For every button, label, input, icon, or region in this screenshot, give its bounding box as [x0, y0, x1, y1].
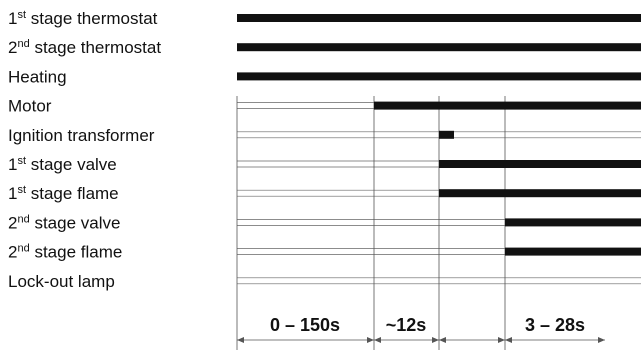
on-bar-t2: [237, 43, 641, 52]
arrowhead-right-3: [598, 337, 605, 343]
duration-arrows: [237, 337, 605, 343]
on-bar-v1: [439, 160, 641, 168]
signal-on-bars: [237, 14, 641, 256]
arrowhead-left-3: [505, 337, 512, 343]
arrowhead-left-2: [439, 337, 446, 343]
duration-label-2: 3 – 28s: [525, 315, 585, 335]
on-bar-f1: [439, 189, 641, 198]
signal-label-motor: Motor: [8, 97, 52, 116]
duration-label-1: ~12s: [386, 315, 427, 335]
signal-label-t2: 2nd stage thermostat: [8, 38, 161, 57]
signal-label-ignition: Ignition transformer: [8, 126, 155, 145]
duration-labels: 0 – 150s ~12s 3 – 28s: [270, 315, 585, 335]
arrowhead-right-0: [367, 337, 374, 343]
signal-label-lockout: Lock-out lamp: [8, 272, 115, 291]
on-bar-v2: [505, 218, 641, 227]
signal-label-heating: Heating: [8, 67, 67, 86]
signal-label-v2: 2nd stage valve: [8, 213, 120, 232]
arrowhead-left-0: [237, 337, 244, 343]
signal-label-t1: 1st stage thermostat: [8, 9, 158, 28]
on-bar-ignition: [439, 130, 454, 139]
on-bar-t1: [237, 14, 641, 22]
signal-labels: 1st stage thermostat 2nd stage thermostat…: [8, 9, 161, 291]
on-bar-heating: [237, 72, 641, 81]
arrowhead-left-1: [374, 337, 381, 343]
on-bar-motor: [374, 101, 641, 110]
phase-markers: [236, 96, 506, 350]
signal-label-f1: 1st stage flame: [8, 184, 119, 203]
on-bar-f2: [505, 247, 641, 256]
duration-label-0: 0 – 150s: [270, 315, 340, 335]
signal-label-f2: 2nd stage flame: [8, 243, 122, 262]
arrowhead-right-2: [498, 337, 505, 343]
signal-label-v1: 1st stage valve: [8, 155, 117, 174]
arrowhead-right-1: [432, 337, 439, 343]
